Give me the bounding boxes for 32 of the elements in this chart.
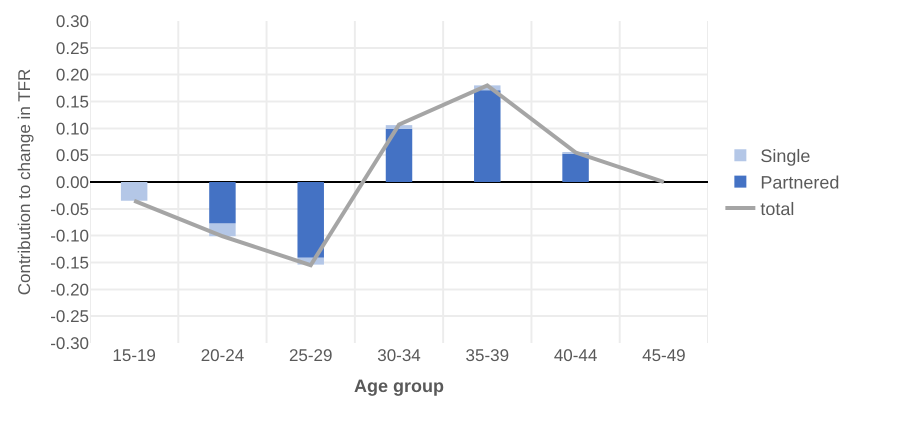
bar [386, 128, 412, 182]
bar [209, 182, 236, 224]
bar [297, 182, 324, 258]
y-tick-label: 0.25 [56, 38, 89, 58]
legend-label: Single [760, 146, 810, 166]
y-tick-label: 0.05 [56, 146, 89, 166]
x-tick-label: 30-34 [377, 346, 421, 365]
y-tick-label: 0.30 [56, 12, 89, 31]
y-tick-label: 0.10 [56, 119, 89, 138]
line-series [132, 83, 666, 268]
y-tick-label: -0.30 [50, 334, 89, 353]
y-axis-title: Contribution to change in TFR [14, 68, 34, 296]
y-tick-label: 0.15 [56, 92, 89, 112]
legend-label: Partnered [760, 172, 840, 193]
legend-label: total [760, 199, 794, 220]
x-tick-label: 15-19 [112, 346, 156, 365]
y-tick-label: -0.05 [50, 200, 89, 219]
x-tick-label: 45-49 [642, 346, 686, 365]
y-tick-label: -0.10 [50, 226, 89, 246]
bar [120, 182, 148, 201]
x-tick-label: 25-29 [288, 346, 332, 365]
x-tick-label: 40-44 [554, 346, 598, 365]
y-tick-label: -0.20 [50, 280, 89, 300]
y-tick-label: 0.20 [56, 66, 89, 85]
y-tick-label: -0.25 [50, 307, 89, 326]
x-tick-label: 20-24 [200, 346, 244, 365]
x-tick-label: 35-39 [466, 346, 510, 365]
y-tick-label: -0.15 [50, 253, 89, 272]
y-tick-label: 0.00 [56, 172, 89, 192]
x-axis-title: Age group [354, 376, 444, 396]
bar [562, 154, 589, 182]
bar [474, 90, 501, 182]
